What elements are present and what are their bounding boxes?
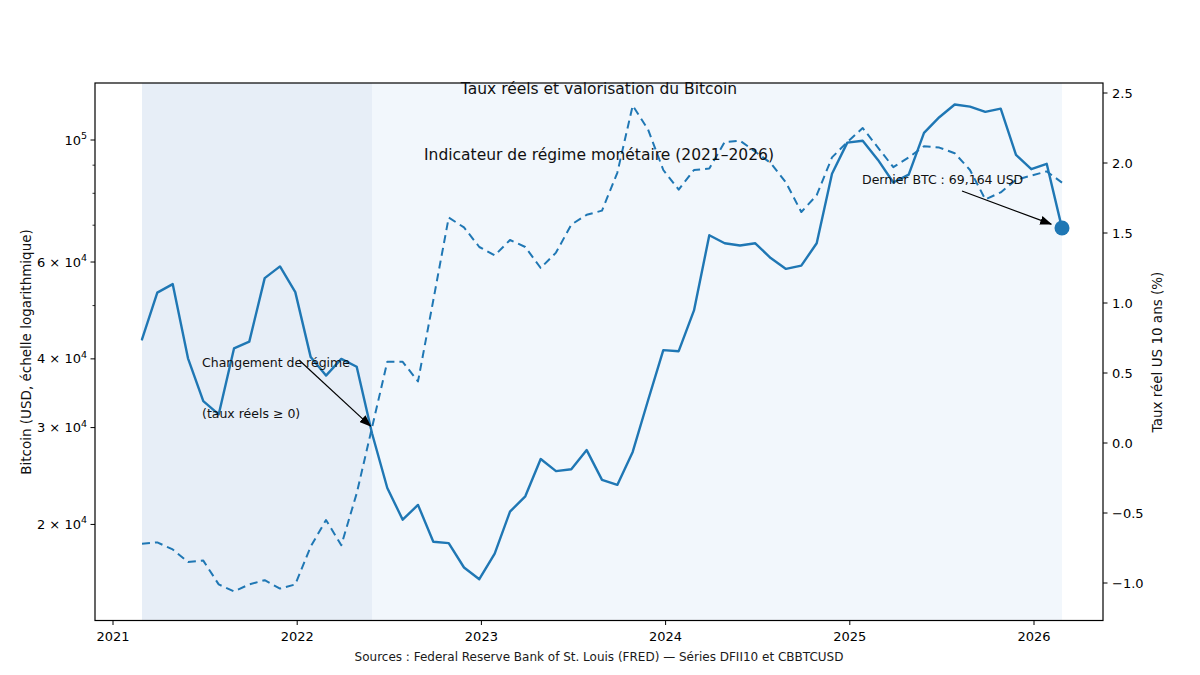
y-tick-right-label: 2.0 [1112,156,1133,171]
x-tick-label: 2024 [649,629,682,644]
y-tick-left-label: 4 × 104 [37,349,87,367]
y-tick-left-label: 3 × 104 [37,418,87,436]
annotation-regime-change: Changement de régime (taux réels ≥ 0) [202,320,350,456]
source-caption: Sources : Federal Reserve Bank of St. Lo… [95,650,1103,664]
x-tick-label: 2023 [465,629,498,644]
x-tick-label: 2026 [1017,629,1050,644]
annotation-regime-line2: (taux réels ≥ 0) [202,405,350,422]
y-tick-left-label: 105 [64,130,87,148]
last-point-marker [1055,221,1070,236]
annotation-regime-line1: Changement de régime [202,354,350,371]
x-tick-label: 2025 [833,629,866,644]
y-tick-right-label: −0.5 [1112,506,1144,521]
chart-title-line2: Indicateur de régime monétaire (2021–202… [95,144,1103,166]
annotation-last-btc: Dernier BTC : 69,164 USD [862,171,1023,188]
y-tick-right-label: 1.0 [1112,296,1133,311]
y-tick-right-label: 0.5 [1112,366,1133,381]
y-tick-left-label: 6 × 104 [37,252,87,270]
x-tick-label: 2022 [281,629,314,644]
y-tick-right-label: 2.5 [1112,86,1133,101]
left-axis-label: Bitcoin (USD, échelle logarithmique) [18,229,34,475]
figure: 2021 2022 2023 2024 2025 2026 105 6 × 104 4 × 10… [0,0,1200,675]
right-axis-label: Taux réel US 10 ans (%) [1149,272,1165,433]
y-tick-left-label: 2 × 104 [37,514,87,532]
x-tick-label: 2021 [96,629,129,644]
y-tick-right-label: 0.0 [1112,436,1133,451]
y-tick-right-label: −1.0 [1112,576,1144,591]
y-tick-right-label: 1.5 [1112,226,1133,241]
chart-title-line1: Taux réels et valorisation du Bitcoin [95,78,1103,100]
